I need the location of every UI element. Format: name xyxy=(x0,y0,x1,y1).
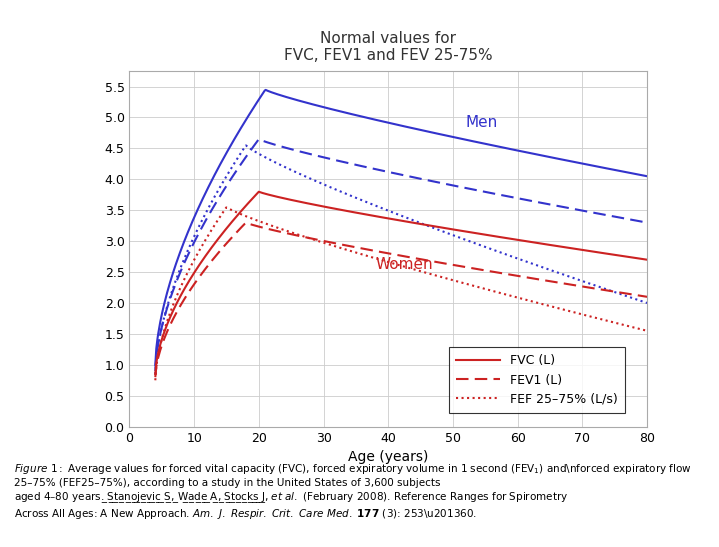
Text: Women: Women xyxy=(375,257,433,272)
Text: Men: Men xyxy=(466,115,498,130)
Legend: FVC (L), FEV1 (L), FEF 25–75% (L/s): FVC (L), FEV1 (L), FEF 25–75% (L/s) xyxy=(449,347,626,414)
X-axis label: Age (years): Age (years) xyxy=(348,450,429,464)
Title: Normal values for
FVC, FEV1 and FEV 25-75%: Normal values for FVC, FEV1 and FEV 25-7… xyxy=(284,31,493,63)
Text: $\it{Figure\ 1:}$ Average values for forced vital capacity (FVC), forced expirat: $\it{Figure\ 1:}$ Average values for for… xyxy=(14,462,692,521)
